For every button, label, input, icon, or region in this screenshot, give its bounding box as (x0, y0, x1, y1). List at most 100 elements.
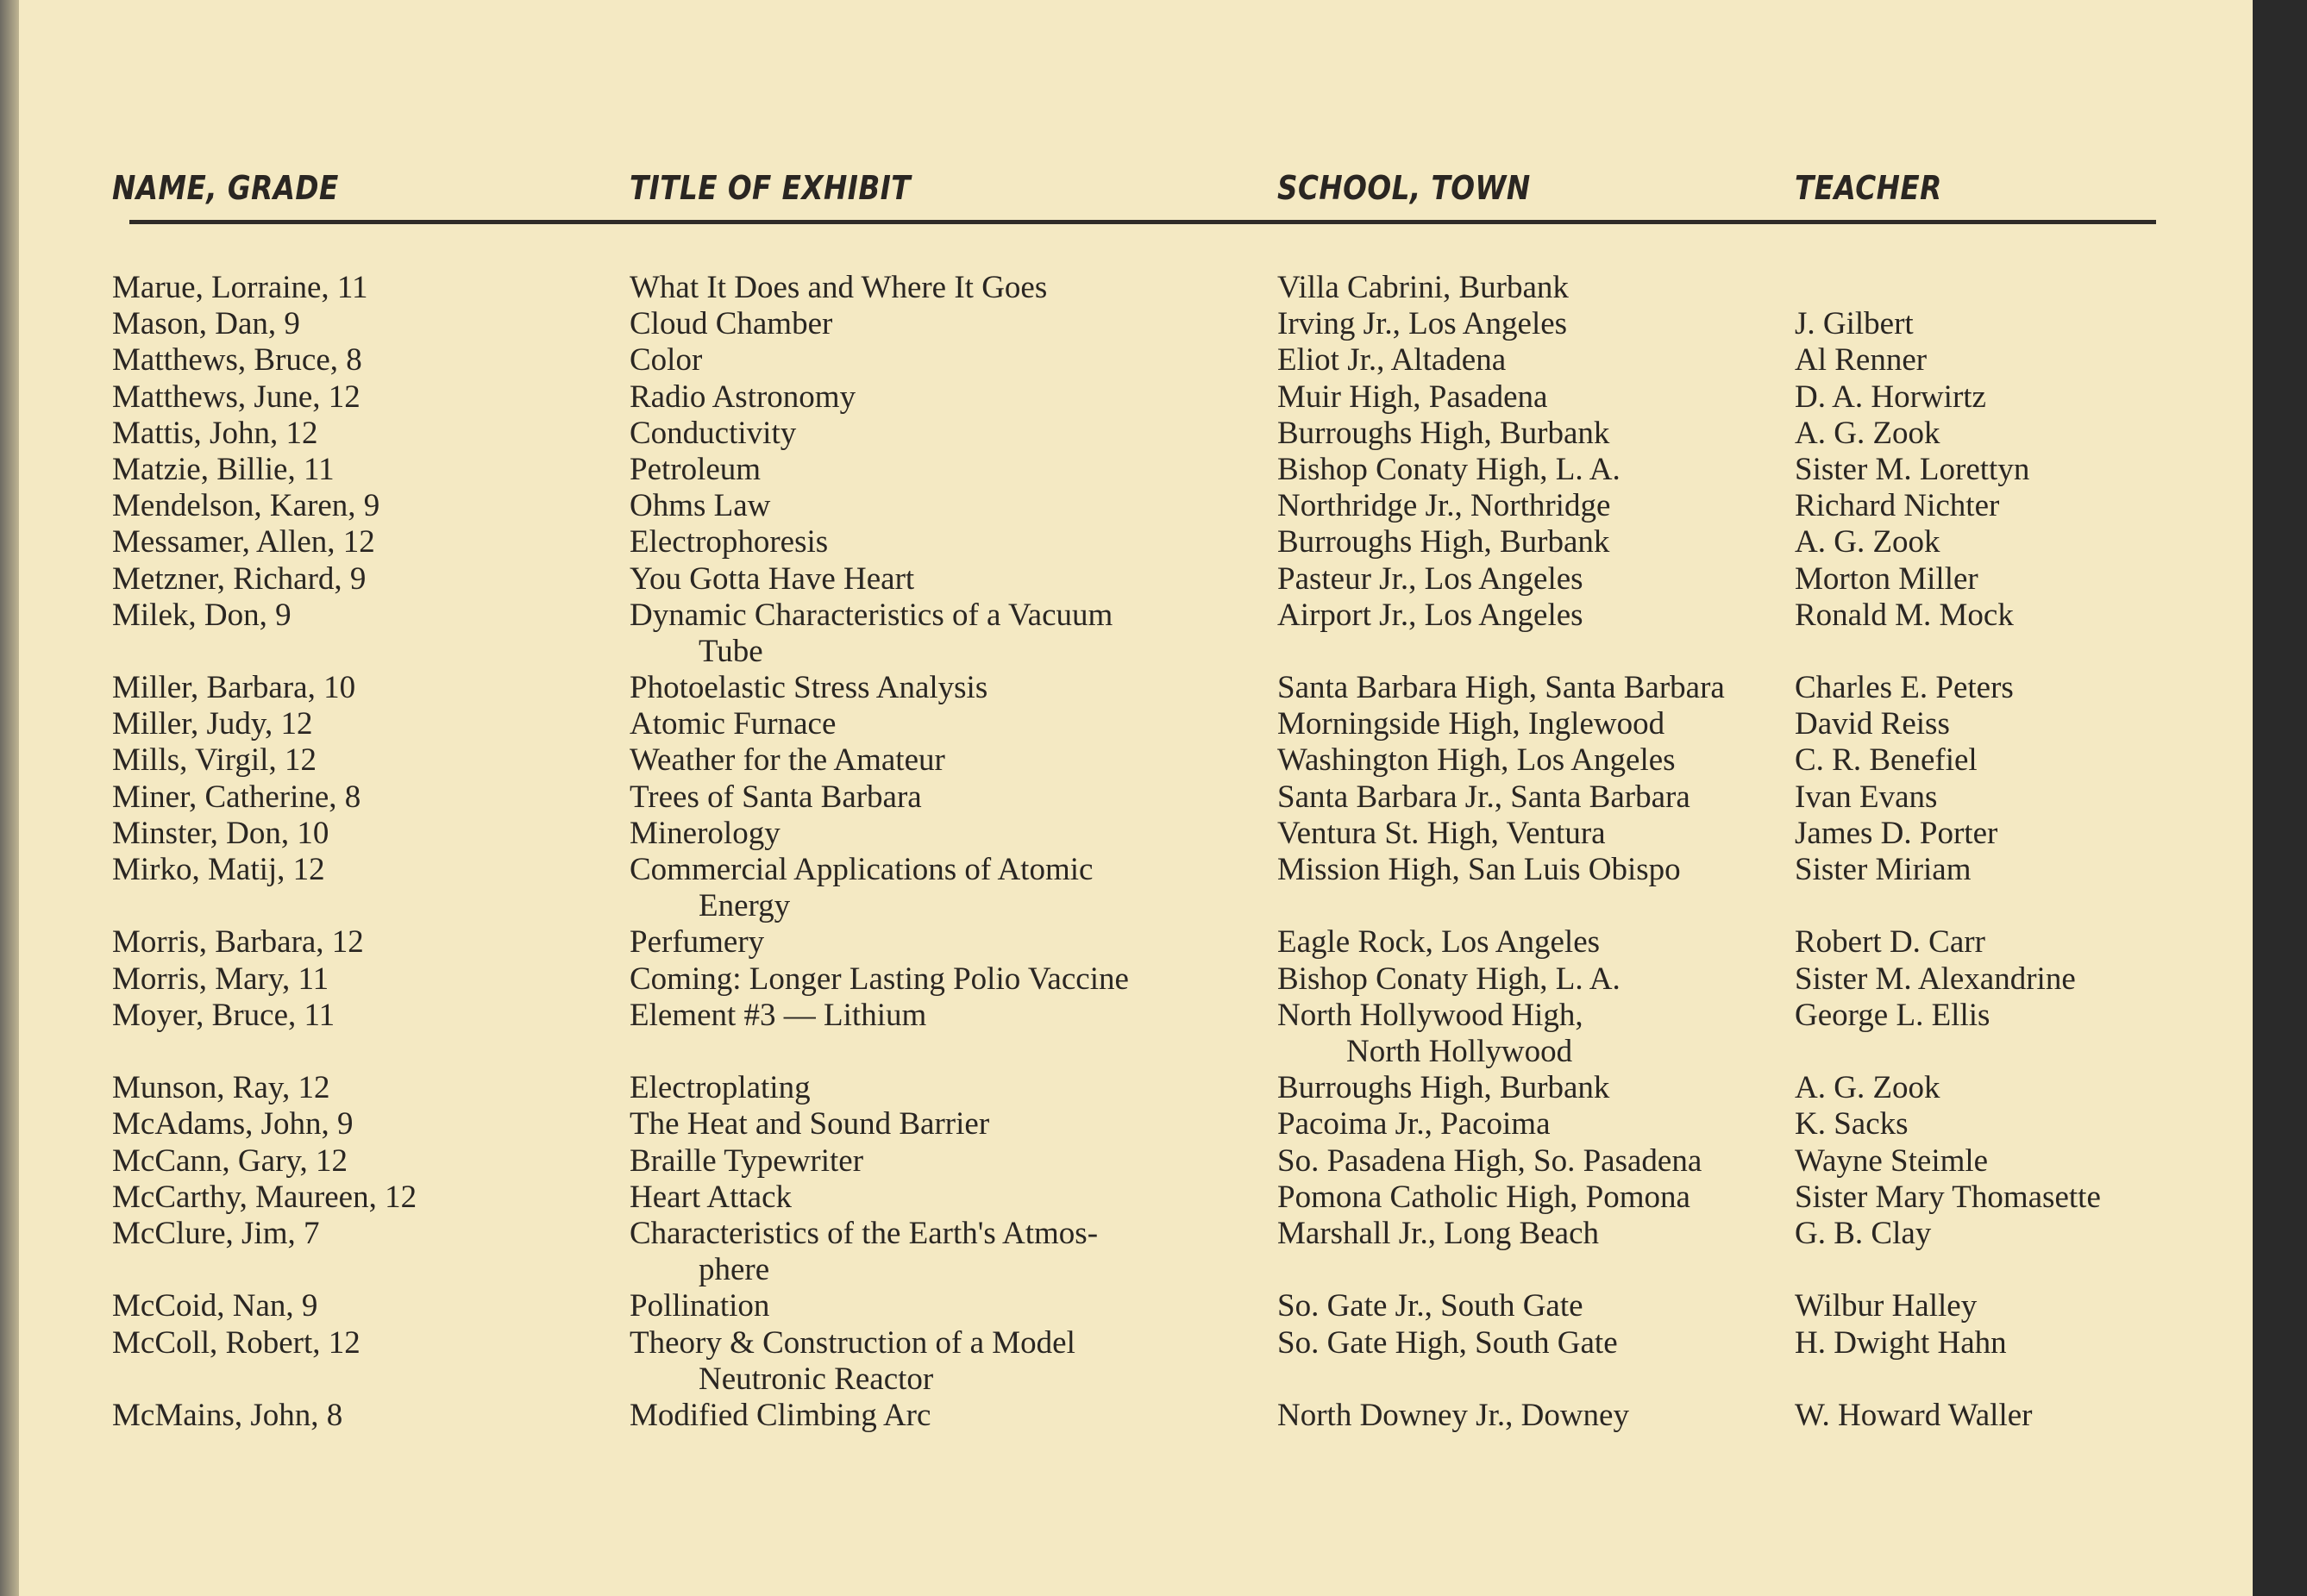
table-row: Matzie, Billie, 11 Petroleum Bishop Conaty… (19, 452, 2261, 488)
school-cell: Burroughs High, Burbank (1277, 524, 1610, 560)
school-cell: Santa Barbara High, Santa Barbara (1277, 670, 1725, 706)
teacher-cell: Ivan Evans (1795, 779, 1938, 815)
title-cell: Cloud Chamber (630, 306, 833, 342)
title-cell: Electroplating (630, 1070, 811, 1106)
header-title-of-exhibit: TITLE OF EXHIBIT (630, 169, 912, 207)
title-cell: Commercial Applications of Atomic Energy (630, 852, 1094, 924)
title-cell: Color (630, 342, 703, 379)
school-cell: Morningside High, Inglewood (1277, 706, 1665, 742)
table-row: Miller, Barbara, 10 Photoelastic Stress A… (19, 670, 2261, 706)
teacher-cell: Ronald M. Mock (1795, 597, 2014, 633)
table-row: Morris, Barbara, 12 Perfumery Eagle Rock, … (19, 924, 2261, 961)
title-cell-continuation: Tube (699, 633, 763, 669)
teacher-cell: Sister Mary Thomasette (1795, 1179, 2101, 1215)
title-cell: Photoelastic Stress Analysis (630, 670, 988, 706)
school-cell: Pacoima Jr., Pacoima (1277, 1106, 1551, 1142)
name-cell: McCoid, Nan, 9 (112, 1288, 318, 1324)
name-cell: Mirko, Matij, 12 (112, 852, 325, 888)
name-cell: Mason, Dan, 9 (112, 306, 300, 342)
school-cell: Ventura St. High, Ventura (1277, 815, 1606, 851)
title-cell: Perfumery (630, 924, 765, 961)
teacher-cell: Wilbur Halley (1795, 1288, 1978, 1324)
school-cell: Irving Jr., Los Angeles (1277, 306, 1568, 342)
table-row: Milek, Don, 9 Dynamic Characteristics of … (19, 598, 2261, 670)
school-cell: So. Gate Jr., South Gate (1277, 1288, 1583, 1324)
name-cell: Messamer, Allen, 12 (112, 524, 375, 560)
table-row: McCarthy, Maureen, 12 Heart Attack Pomona … (19, 1180, 2261, 1216)
table-row: McClure, Jim, 7 Characteristics of the Ea… (19, 1216, 2261, 1288)
school-cell: Washington High, Los Angeles (1277, 742, 1676, 779)
exhibit-table: Marue, Lorraine, 11 What It Does and Wher… (19, 270, 2261, 1434)
table-row: Mills, Virgil, 12 Weather for the Amateur… (19, 742, 2261, 779)
table-row: Matthews, Bruce, 8 Color Eliot Jr., Altade… (19, 342, 2261, 379)
school-cell: Airport Jr., Los Angeles (1277, 597, 1583, 633)
school-cell: Santa Barbara Jr., Santa Barbara (1277, 779, 1690, 815)
school-cell: Mission High, San Luis Obispo (1277, 852, 1681, 888)
title-cell: Element #3 — Lithium (630, 997, 927, 1033)
title-cell-continuation: Energy (699, 888, 791, 924)
table-row: Metzner, Richard, 9 You Gotta Have Heart P… (19, 561, 2261, 598)
title-cell: Characteristics of the Earth's Atmos-phe… (630, 1215, 1099, 1288)
name-cell: Mendelson, Karen, 9 (112, 488, 380, 524)
school-cell: Bishop Conaty High, L. A. (1277, 451, 1621, 487)
teacher-cell: J. Gilbert (1795, 306, 1914, 342)
table-row: Mason, Dan, 9 Cloud Chamber Irving Jr., Lo… (19, 306, 2261, 342)
title-cell: What It Does and Where It Goes (630, 270, 1048, 305)
name-cell: Morris, Mary, 11 (112, 961, 329, 997)
title-cell: Minerology (630, 815, 780, 851)
school-cell: Muir High, Pasadena (1277, 379, 1548, 415)
teacher-cell: H. Dwight Hahn (1795, 1324, 2007, 1361)
school-cell: Burroughs High, Burbank (1277, 415, 1610, 451)
header-rule (129, 220, 2156, 224)
school-cell: Bishop Conaty High, L. A. (1277, 961, 1621, 997)
school-cell: Pomona Catholic High, Pomona (1277, 1179, 1690, 1215)
title-cell: Dynamic Characteristics of a Vacuum Tube (630, 597, 1113, 669)
title-cell: Electrophoresis (630, 524, 829, 560)
name-cell: McAdams, John, 9 (112, 1106, 354, 1142)
name-cell: Munson, Ray, 12 (112, 1070, 330, 1106)
teacher-cell: Sister M. Alexandrine (1795, 961, 2076, 997)
school-cell: So. Pasadena High, So. Pasadena (1277, 1142, 1702, 1179)
name-cell: McCann, Gary, 12 (112, 1142, 348, 1179)
table-row: Munson, Ray, 12 Electroplating Burroughs H… (19, 1070, 2261, 1106)
title-cell: Atomic Furnace (630, 706, 837, 742)
table-row: Mendelson, Karen, 9 Ohms Law Northridge Jr… (19, 488, 2261, 524)
teacher-cell: Charles E. Peters (1795, 670, 2014, 706)
teacher-cell: Morton Miller (1795, 560, 1978, 597)
teacher-cell: W. Howard Waller (1795, 1397, 2033, 1433)
table-row: McCann, Gary, 12 Braille Typewriter So. Pa… (19, 1143, 2261, 1180)
table-row: Mattis, John, 12 Conductivity Burroughs Hi… (19, 416, 2261, 452)
title-cell: Trees of Santa Barbara (630, 779, 922, 815)
table-row: Moyer, Bruce, 11 Element #3 — Lithium Nort… (19, 998, 2261, 1070)
name-cell: Miner, Catherine, 8 (112, 779, 361, 815)
table-row: Mirko, Matij, 12 Commercial Applications … (19, 852, 2261, 924)
name-cell: Matthews, Bruce, 8 (112, 342, 362, 379)
title-cell: Coming: Longer Lasting Polio Vaccine (630, 961, 1129, 997)
teacher-cell: James D. Porter (1795, 815, 1998, 851)
title-cell: The Heat and Sound Barrier (630, 1106, 990, 1142)
header-name-grade: NAME, GRADE (112, 169, 339, 207)
teacher-cell: D. A. Horwirtz (1795, 379, 1986, 415)
title-cell: Theory & Construction of a Model Neutroni… (630, 1324, 1075, 1397)
teacher-cell: David Reiss (1795, 706, 1950, 742)
name-cell: Milek, Don, 9 (112, 597, 292, 633)
header-teacher: TEACHER (1795, 169, 1942, 207)
teacher-cell: G. B. Clay (1795, 1215, 1932, 1251)
title-cell: Radio Astronomy (630, 379, 856, 415)
teacher-cell: A. G. Zook (1795, 524, 1940, 560)
teacher-cell: Sister M. Lorettyn (1795, 451, 2030, 487)
name-cell: Moyer, Bruce, 11 (112, 997, 335, 1033)
school-cell: Pasteur Jr., Los Angeles (1277, 560, 1583, 597)
name-cell: McClure, Jim, 7 (112, 1215, 320, 1251)
name-cell: Minster, Don, 10 (112, 815, 329, 851)
book-binding (2253, 0, 2307, 1596)
table-row: McCoid, Nan, 9 Pollination So. Gate Jr., S… (19, 1288, 2261, 1324)
table-row: Miller, Judy, 12 Atomic Furnace Morningsid… (19, 706, 2261, 742)
table-row: Miner, Catherine, 8 Trees of Santa Barbar… (19, 779, 2261, 816)
name-cell: McColl, Robert, 12 (112, 1324, 360, 1361)
school-cell: North Downey Jr., Downey (1277, 1397, 1629, 1433)
name-cell: Marue, Lorraine, 11 (112, 270, 368, 305)
name-cell: Matzie, Billie, 11 (112, 451, 335, 487)
name-cell: Mattis, John, 12 (112, 415, 318, 451)
title-cell-continuation: phere (699, 1252, 770, 1288)
